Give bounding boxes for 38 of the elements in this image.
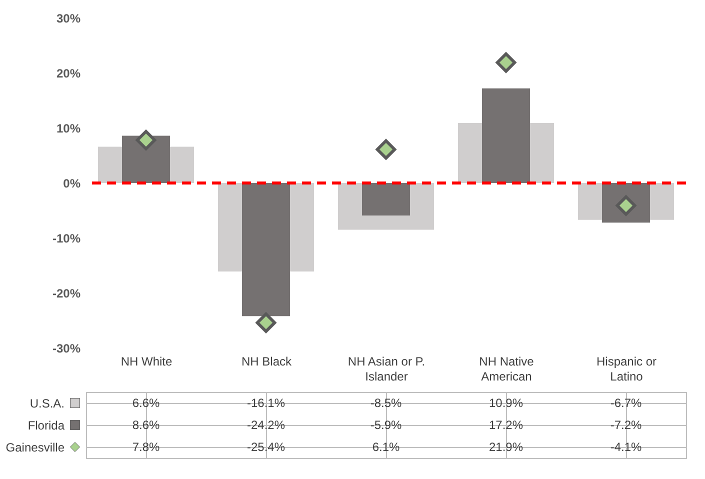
x-tick-label: NH Asian or P. Islander <box>348 354 426 384</box>
data-label: -5.9% <box>370 418 402 432</box>
x-tick-label: Hispanic or Latino <box>596 354 657 384</box>
data-label: 8.6% <box>132 418 160 432</box>
data-label: -16.1% <box>246 396 286 410</box>
legend-label: Florida <box>28 418 65 432</box>
bar <box>242 183 290 316</box>
legend-label: Gainesville <box>6 440 65 454</box>
data-label: -25.4% <box>246 440 286 454</box>
y-tick-label: -20% <box>52 286 81 300</box>
data-label: 7.8% <box>132 440 160 454</box>
bar <box>362 183 410 216</box>
y-tick-label: 10% <box>56 122 81 136</box>
y-tick-label: 30% <box>56 12 81 26</box>
y-tick-label: -10% <box>52 232 81 246</box>
data-label: -6.7% <box>610 396 642 410</box>
x-tick-label: NH White <box>120 354 172 368</box>
data-label: -7.2% <box>610 418 642 432</box>
data-label: 6.6% <box>132 396 160 410</box>
y-tick-label: 20% <box>56 66 81 80</box>
x-tick-label: NH Native American <box>479 354 534 384</box>
point <box>376 139 396 160</box>
bar <box>482 88 530 183</box>
data-label: -4.1% <box>610 440 642 454</box>
data-label: 10.9% <box>488 396 524 410</box>
data-label: -8.5% <box>370 396 402 410</box>
legend-label: U.S.A. <box>30 396 64 410</box>
point <box>496 52 516 73</box>
bar <box>122 136 170 183</box>
data-label: -24.2% <box>246 418 286 432</box>
x-tick-label: NH Black <box>241 354 292 368</box>
data-label: 17.2% <box>488 418 524 432</box>
point <box>256 312 276 333</box>
y-tick-label: 0% <box>63 176 81 190</box>
data-label: 6.1% <box>372 440 400 454</box>
data-label: 21.9% <box>488 440 524 454</box>
y-tick-label: -30% <box>52 342 81 356</box>
point <box>136 130 156 150</box>
